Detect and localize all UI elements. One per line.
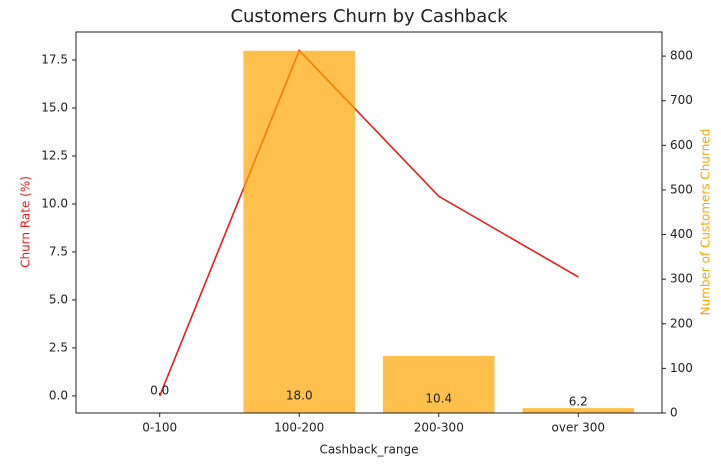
bar	[382, 355, 495, 413]
churn-rate-line	[158, 48, 579, 397]
y-tick-label: 12.5	[41, 148, 68, 162]
x-tick-label: 0-100	[142, 421, 177, 435]
y-tick-label: 0.0	[49, 388, 68, 402]
y-tick-label: 7.5	[49, 244, 68, 258]
plot-frame	[75, 31, 663, 414]
x-tick-label: over 300	[552, 421, 605, 435]
value-label: 18.0	[286, 389, 313, 403]
x-axis-label: Cashback_range	[320, 443, 419, 457]
y-tick-label: 17.5	[41, 53, 68, 67]
value-label: 6.2	[569, 395, 588, 409]
y2-tick-label: 700	[670, 93, 693, 107]
x-tick-label: 100-200	[274, 421, 324, 435]
value-label: 10.4	[425, 392, 452, 406]
y2-tick-label: 800	[670, 49, 693, 63]
bar	[522, 408, 635, 413]
y2-axis-label: Number of Customers Churned	[699, 129, 713, 316]
y2-tick-label: 200	[670, 316, 693, 330]
chart-title: Customers Churn by Cashback	[230, 6, 508, 27]
y2-tick-label: 600	[670, 138, 693, 152]
x-tick-label: 200-300	[414, 421, 464, 435]
y-tick-label: 15.0	[41, 101, 68, 115]
y-tick-label: 2.5	[49, 340, 68, 354]
y2-tick-label: 400	[670, 227, 693, 241]
value-label: 0.0	[150, 384, 169, 398]
y-axis-label: Churn Rate (%)	[19, 176, 33, 268]
y2-tick-label: 300	[670, 272, 693, 286]
y2-tick-label: 500	[670, 182, 693, 196]
y2-tick-label: 0	[670, 406, 678, 420]
y-tick-label: 10.0	[41, 196, 68, 210]
y2-tick-label: 100	[670, 361, 693, 375]
bar	[243, 50, 356, 414]
y-tick-label: 5.0	[49, 292, 68, 306]
